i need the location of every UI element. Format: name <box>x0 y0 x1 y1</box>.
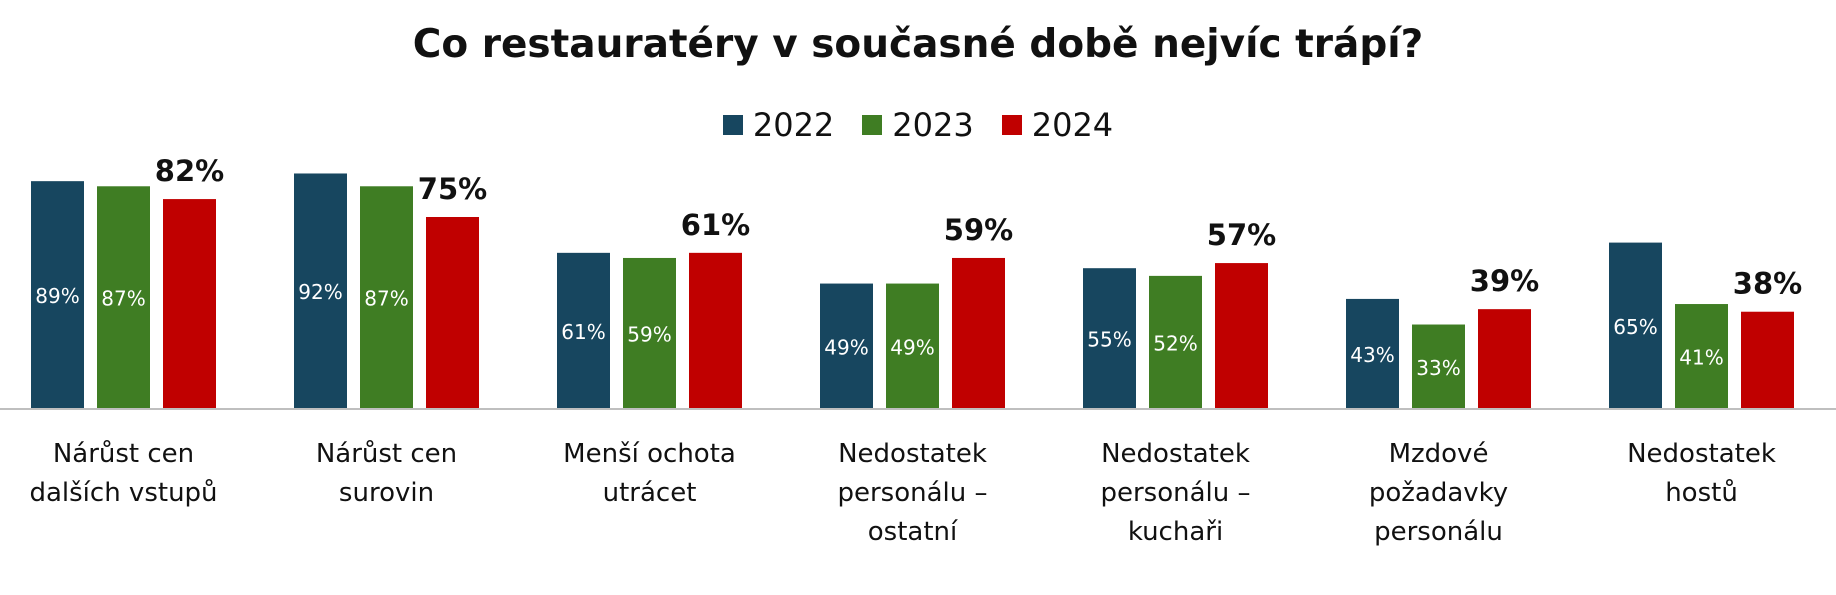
bar-value-label-2024: 82% <box>155 154 224 188</box>
category-label: utrácet <box>603 478 697 508</box>
legend-swatch-2023 <box>862 115 883 135</box>
category-label: dalších vstupů <box>29 478 217 508</box>
bar-2022 <box>1346 298 1399 409</box>
bar-2024 <box>426 217 479 409</box>
legend-label-2023: 2023 <box>892 106 974 144</box>
bar-value-label-2022: 49% <box>824 335 868 359</box>
bar-value-label-2022: 61% <box>561 320 605 344</box>
bar-2022 <box>820 283 873 409</box>
category-label: Mzdové <box>1389 439 1489 469</box>
bar-value-label-2023: 49% <box>890 335 934 359</box>
legend-item-2022: 2022 <box>722 106 835 144</box>
category-label: Nedostatek <box>1627 439 1776 469</box>
bar-2024 <box>1741 311 1794 409</box>
bar-2023 <box>886 283 939 409</box>
bar-value-label-2024: 59% <box>944 213 1013 247</box>
category-label: ostatní <box>868 517 958 547</box>
bar-value-label-2023: 41% <box>1679 346 1723 370</box>
bar-2024 <box>1215 263 1268 409</box>
bar-value-label-2023: 87% <box>364 287 408 311</box>
legend-label-2022: 2022 <box>752 106 835 144</box>
bar-value-label-2023: 59% <box>627 322 671 346</box>
category-label: personálu – <box>837 478 987 508</box>
bar-2024 <box>1478 309 1531 409</box>
bar-2023 <box>1149 275 1202 409</box>
category-label: Nárůst cen <box>316 439 457 469</box>
category-label: personálu – <box>1100 478 1250 508</box>
bar-value-label-2024: 61% <box>681 208 750 242</box>
category-label: Nárůst cen <box>53 439 194 469</box>
category-label: kuchaři <box>1128 517 1223 547</box>
chart-title: Co restauratéry v současné době nejvíc t… <box>412 22 1424 67</box>
category-label: surovin <box>339 478 434 508</box>
bar-2023 <box>360 186 413 409</box>
bar-2022 <box>31 181 84 409</box>
category-label: personálu <box>1374 517 1503 547</box>
bar-value-label-2022: 92% <box>298 280 342 304</box>
bar-value-label-2022: 43% <box>1350 343 1394 367</box>
legend-item-2023: 2023 <box>862 106 974 144</box>
bar-value-label-2024: 39% <box>1470 264 1539 298</box>
legend-item-2024: 2024 <box>1001 106 1114 144</box>
bar-2023 <box>1412 324 1465 409</box>
bar-value-label-2024: 38% <box>1733 267 1802 301</box>
bar-2022 <box>294 173 347 409</box>
bar-2024 <box>952 257 1005 409</box>
bar-value-label-2023: 87% <box>101 287 145 311</box>
bar-value-label-2022: 89% <box>35 284 79 308</box>
bar-value-label-2022: 65% <box>1613 315 1657 339</box>
bar-value-label-2023: 33% <box>1416 356 1460 380</box>
category-label: hostů <box>1665 478 1738 508</box>
legend-swatch-2022 <box>722 115 743 135</box>
bar-value-label-2022: 55% <box>1087 328 1131 352</box>
bar-2022 <box>557 252 610 409</box>
category-label: Nedostatek <box>1101 439 1250 469</box>
legend-label-2024: 2024 <box>1031 106 1114 144</box>
legend-swatch-2024 <box>1001 115 1022 135</box>
legend: 2022 2023 2024 <box>0 106 1836 144</box>
bar-2023 <box>97 186 150 409</box>
bar-2023 <box>623 257 676 409</box>
bar-2023 <box>1675 304 1728 409</box>
bar-2024 <box>689 252 742 409</box>
bar-2022 <box>1609 242 1662 409</box>
bar-2022 <box>1083 268 1136 409</box>
bar-2024 <box>163 199 216 409</box>
bar-value-label-2024: 75% <box>418 172 487 206</box>
category-label: Menší ochota <box>563 439 736 469</box>
bar-value-label-2024: 57% <box>1207 218 1276 252</box>
category-label: požadavky <box>1369 478 1508 508</box>
category-label: Nedostatek <box>838 439 987 469</box>
bar-value-label-2023: 52% <box>1153 331 1197 355</box>
